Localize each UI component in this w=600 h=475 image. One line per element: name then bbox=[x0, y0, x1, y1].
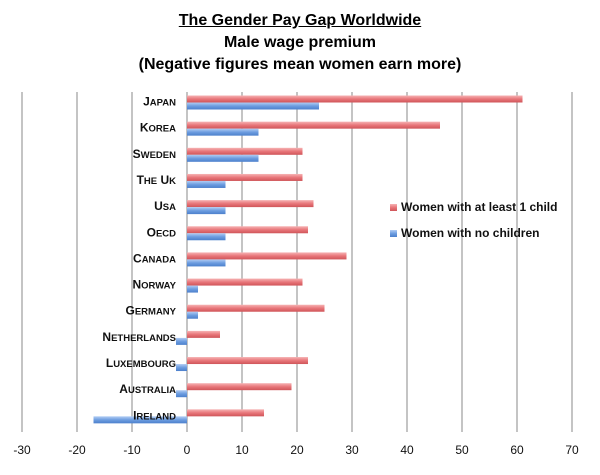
gridlines bbox=[21, 92, 573, 432]
chart-title: The Gender Pay Gap Worldwide bbox=[178, 12, 422, 29]
category-label: IRELAND bbox=[133, 408, 176, 422]
category-label: LUXEMBOURG bbox=[106, 356, 176, 370]
x-tick-label: -30 bbox=[13, 443, 31, 457]
category-label: AUSTRALIA bbox=[119, 382, 176, 396]
bar-no-children bbox=[187, 311, 198, 319]
bar-no-children bbox=[187, 207, 226, 215]
category-label: NORWAY bbox=[132, 278, 176, 292]
bar-no-children bbox=[187, 259, 226, 267]
chart-title-block: The Gender Pay Gap Worldwide Male wage p… bbox=[0, 10, 600, 76]
legend: Women with at least 1 child Women with no… bbox=[390, 200, 557, 240]
chart-subtitle: Male wage premium bbox=[223, 34, 377, 51]
bar-no-children bbox=[187, 233, 226, 241]
bar-no-children bbox=[93, 416, 187, 424]
x-tick-label: 50 bbox=[455, 443, 469, 457]
bar-no-children bbox=[187, 102, 319, 110]
category-label: JAPAN bbox=[143, 95, 176, 109]
legend-swatch bbox=[390, 204, 397, 211]
x-tick-label: 70 bbox=[565, 443, 579, 457]
bar-with-child bbox=[187, 173, 303, 181]
x-tick-label: -20 bbox=[68, 443, 86, 457]
bar-with-child bbox=[187, 357, 308, 365]
category-labels: JAPAN KOREA SWEDEN THE UK USA OECD CANADA NORWA… bbox=[102, 95, 176, 423]
bar-with-child bbox=[187, 409, 264, 417]
category-label: KOREA bbox=[140, 121, 176, 135]
bar-no-children bbox=[187, 154, 259, 162]
category-label: THE UK bbox=[137, 173, 177, 187]
x-tick-label: 40 bbox=[400, 443, 414, 457]
bar-no-children bbox=[176, 337, 187, 345]
bars bbox=[93, 95, 523, 424]
x-tick-label: 60 bbox=[510, 443, 524, 457]
category-label: USA bbox=[154, 199, 176, 213]
legend-label: Women with at least 1 child bbox=[401, 200, 557, 214]
bar-with-child bbox=[187, 278, 303, 286]
x-tick-label: -10 bbox=[123, 443, 141, 457]
bar-no-children bbox=[176, 390, 187, 398]
bar-with-child bbox=[187, 200, 314, 208]
bar-with-child bbox=[187, 95, 523, 103]
bar-with-child bbox=[187, 252, 347, 260]
bar-with-child bbox=[187, 121, 440, 129]
bar-with-child bbox=[187, 147, 303, 155]
chart-note: (Negative figures mean women earn more) bbox=[138, 56, 462, 73]
category-label: NETHERLANDS bbox=[102, 330, 176, 344]
legend-swatch bbox=[390, 230, 397, 237]
x-tick-label: 20 bbox=[290, 443, 304, 457]
x-tick-label: 10 bbox=[235, 443, 249, 457]
bar-no-children bbox=[187, 128, 259, 136]
category-label: CANADA bbox=[133, 251, 176, 265]
legend-label: Women with no children bbox=[401, 226, 539, 240]
bar-with-child bbox=[187, 330, 220, 338]
bar-with-child bbox=[187, 226, 308, 234]
bar-no-children bbox=[187, 285, 198, 293]
bar-no-children bbox=[187, 180, 226, 188]
category-label: GERMANY bbox=[125, 304, 176, 318]
bar-no-children bbox=[176, 364, 187, 372]
bar-with-child bbox=[187, 304, 325, 312]
category-label: OECD bbox=[147, 225, 177, 239]
x-tick-label: 0 bbox=[184, 443, 191, 457]
x-tick-labels: -30 -20 -10 0 10 20 30 40 50 60 70 bbox=[13, 443, 579, 457]
bar-with-child bbox=[187, 383, 292, 391]
x-tick-label: 30 bbox=[345, 443, 359, 457]
category-label: SWEDEN bbox=[133, 147, 177, 161]
